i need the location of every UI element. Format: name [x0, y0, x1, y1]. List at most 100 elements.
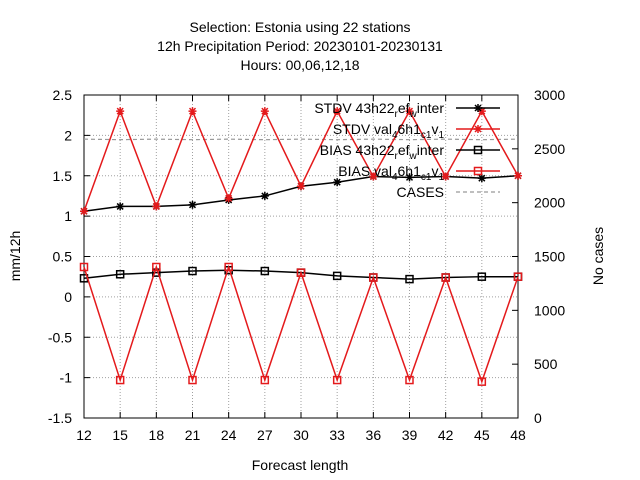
data-point	[405, 173, 414, 182]
data-point	[405, 107, 414, 116]
series-line	[83, 138, 519, 141]
data-point	[477, 377, 487, 386]
star-stroke	[225, 194, 233, 202]
grid	[84, 95, 518, 418]
y-tick-label: -1.5	[48, 410, 72, 426]
star-stroke	[478, 107, 486, 115]
x-tick-label: 48	[510, 427, 526, 443]
star-stroke	[188, 201, 197, 209]
data-point	[333, 178, 342, 187]
legend-label: CASES	[397, 184, 444, 200]
title-line-2: 12h Precipitation Period: 20230101-20230…	[157, 38, 443, 54]
star-stroke	[474, 125, 482, 133]
star-stroke	[261, 192, 269, 200]
series-layer	[79, 107, 523, 386]
star-stroke	[152, 202, 160, 210]
legend-marker	[474, 125, 482, 133]
data-point	[405, 274, 414, 284]
data-point	[260, 191, 269, 200]
y2-tick-label: 3000	[534, 87, 565, 103]
title-line-3: Hours: 00,06,12,18	[240, 57, 359, 73]
x-tick-label: 15	[112, 427, 128, 443]
data-point	[188, 107, 197, 116]
y2-tick-label: 1500	[534, 249, 565, 265]
x-tick-label: 45	[474, 427, 490, 443]
y2-axis-label: No cases	[590, 227, 606, 285]
star-stroke	[369, 173, 377, 181]
data-point	[188, 375, 197, 385]
legend-label: BIAS 43h22refwinter	[320, 142, 445, 162]
data-point	[224, 194, 233, 203]
data-point	[260, 266, 270, 276]
data-point	[116, 107, 125, 116]
data-point	[333, 107, 342, 116]
star-stroke	[80, 207, 88, 215]
data-point	[369, 273, 378, 282]
data-point	[152, 262, 161, 272]
data-point	[115, 270, 125, 279]
legend-label: BIAS val46h1c1v1	[338, 163, 444, 183]
x-tick-label: 39	[402, 427, 418, 443]
data-point	[514, 171, 522, 180]
series-1	[80, 107, 522, 216]
y-tick-label: -1	[60, 370, 73, 386]
x-tick-label: 36	[366, 427, 382, 443]
x-tick-label: 27	[257, 427, 273, 443]
legend-marker	[473, 145, 483, 155]
legend-label: STDV val46h1c1v1	[333, 121, 445, 141]
data-point	[152, 202, 161, 211]
data-point	[332, 271, 342, 281]
y2-tick-label: 2000	[534, 195, 565, 211]
x-tick-label: 18	[149, 427, 165, 443]
y-tick-label: 1	[64, 208, 72, 224]
y2-tick-label: 0	[534, 410, 542, 426]
data-point	[477, 272, 487, 281]
y-tick-label: -0.5	[48, 329, 72, 345]
data-point	[116, 202, 125, 211]
ticks: 12 15 18 21 24 27 30 33 36 39 42 45 48-1.5-1-0.500.5…	[48, 87, 565, 443]
legend-label: STDV 43h22refwinter	[314, 100, 444, 120]
star-stroke	[333, 107, 341, 115]
star-stroke	[188, 107, 197, 115]
series-3	[79, 262, 523, 386]
data-point	[79, 262, 89, 272]
data-point	[332, 375, 342, 385]
data-point	[188, 200, 197, 209]
x-tick-label: 33	[329, 427, 345, 443]
star-stroke	[478, 174, 486, 182]
star-stroke	[333, 178, 341, 186]
legend-marker	[473, 166, 483, 176]
y-tick-label: 0.5	[53, 249, 73, 265]
star-stroke	[442, 173, 450, 181]
y2-tick-label: 1000	[534, 302, 565, 318]
x-axis-label: Forecast length	[252, 457, 349, 473]
star-stroke	[405, 107, 414, 115]
data-point	[188, 266, 197, 276]
star-stroke	[261, 107, 269, 115]
x-tick-label: 21	[185, 427, 201, 443]
y-tick-label: 2	[64, 127, 72, 143]
y2-tick-label: 500	[534, 356, 558, 372]
y-tick-label: 2.5	[53, 87, 73, 103]
title-line-1: Selection: Estonia using 22 stations	[189, 19, 410, 35]
x-tick-label: 24	[221, 427, 237, 443]
star-stroke	[514, 172, 522, 180]
data-point	[115, 375, 125, 385]
data-point	[297, 182, 305, 191]
star-stroke	[405, 173, 414, 181]
data-point	[260, 107, 269, 116]
data-point	[260, 375, 270, 385]
y-axis-label: mm/12h	[7, 231, 23, 282]
data-point	[224, 262, 233, 272]
star-stroke	[116, 202, 124, 210]
star-stroke	[297, 182, 305, 190]
chart-title: Selection: Estonia using 22 stations 12h…	[157, 19, 443, 73]
y-tick-label: 1.5	[53, 168, 73, 184]
data-point	[513, 272, 523, 281]
x-tick-label: 42	[438, 427, 454, 443]
data-point	[296, 268, 306, 277]
series-line	[83, 264, 519, 384]
y2-tick-label: 2500	[534, 141, 565, 157]
series-4	[83, 138, 519, 141]
